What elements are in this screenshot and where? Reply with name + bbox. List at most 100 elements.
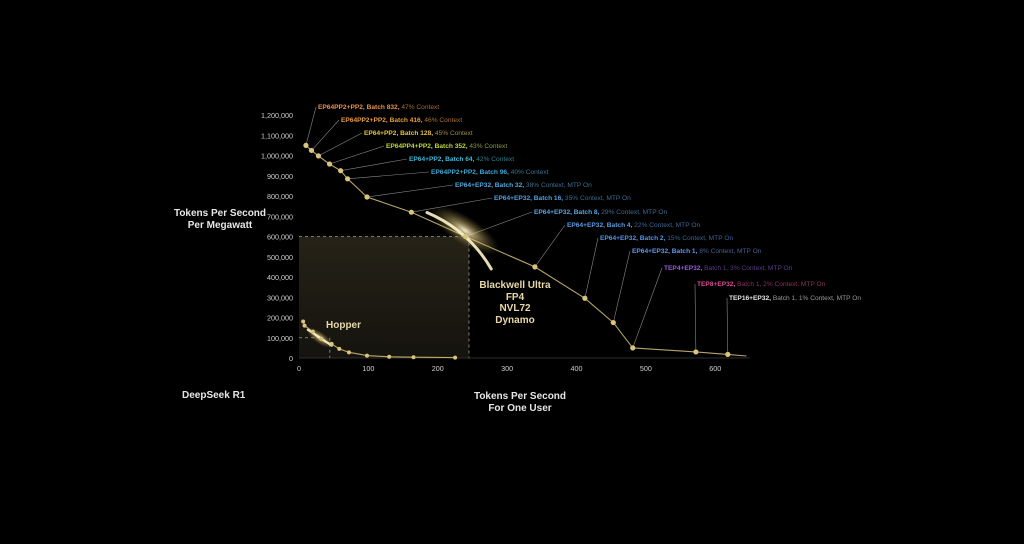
x-tick-label: 400 bbox=[571, 364, 583, 373]
blackwell-data-point bbox=[344, 176, 351, 182]
annotation-detail: 22% Context, MTP On bbox=[632, 222, 700, 229]
hopper-data-point bbox=[302, 323, 307, 328]
hopper-data-point bbox=[346, 350, 351, 355]
blackwell-data-point bbox=[408, 209, 415, 215]
hopper-data-point bbox=[453, 355, 458, 360]
annotation-leader-line bbox=[584, 237, 599, 299]
annotation-leader-line bbox=[329, 145, 385, 165]
hopper-data-point bbox=[310, 329, 315, 334]
x-axis-title: Tokens Per Second For One User bbox=[440, 391, 600, 415]
annotation-leader-line bbox=[694, 283, 697, 352]
blackwell-data-point bbox=[725, 351, 731, 357]
y-tick-label: 1,000,000 bbox=[261, 152, 293, 161]
annotation-config: TEP4+EP32, bbox=[664, 265, 702, 272]
blackwell-data-point bbox=[364, 194, 370, 200]
blackwell-data-point bbox=[693, 349, 699, 355]
annotation-label: EP64+EP32, Batch 16, 35% Context, MTP On bbox=[494, 195, 631, 202]
y-tick-label: 200,000 bbox=[267, 314, 293, 323]
annotation-detail: Batch 1, 2% Context, MTP On bbox=[735, 281, 825, 288]
x-tick-label: 600 bbox=[709, 364, 721, 373]
annotation-label: EP64+EP32, Batch 4, 22% Context, MTP On bbox=[567, 222, 700, 229]
annotation-label: EP64PP2+PP2, Batch 416, 46% Context bbox=[341, 117, 462, 124]
annotation-leader-line bbox=[613, 250, 631, 323]
annotation-detail: 45% Context bbox=[433, 130, 473, 137]
y-tick-label: 300,000 bbox=[267, 293, 293, 302]
annotation-label: EP64+PP2, Batch 64, 42% Context bbox=[409, 156, 514, 163]
hopper-data-point bbox=[337, 346, 342, 351]
annotation-leader-line bbox=[305, 106, 317, 146]
annotation-label: EP64+EP32, Batch 32, 38% Context, MTP On bbox=[455, 182, 592, 189]
x-tick-label: 500 bbox=[640, 364, 652, 373]
annotation-label: EP64+EP32, Batch 8, 29% Context, MTP On bbox=[534, 209, 667, 216]
blackwell-data-point bbox=[630, 345, 636, 351]
annotation-leader-line bbox=[347, 171, 430, 180]
annotation-label: EP64PP2+PP2, Batch 96, 40% Context bbox=[431, 169, 549, 176]
y-axis-title-line2: Per Megawatt bbox=[187, 220, 253, 231]
point-layer bbox=[301, 142, 731, 360]
x-tick-label: 300 bbox=[501, 364, 513, 373]
annotation-label: EP64+EP32, Batch 1, 8% Context, MTP On bbox=[632, 248, 762, 255]
annotation-config: EP64PP4+PP2, Batch 352, bbox=[386, 143, 468, 150]
annotation-detail: 40% Context bbox=[509, 169, 549, 176]
x-tick-label: 0 bbox=[297, 364, 301, 373]
blackwell-data-point bbox=[532, 264, 538, 270]
annotation-detail: 15% Context, MTP On bbox=[665, 235, 733, 242]
annotation-config: EP64+EP32, Batch 4, bbox=[567, 222, 633, 229]
y-tick-label: 1,100,000 bbox=[261, 131, 293, 140]
blackwell-glow bbox=[430, 205, 500, 256]
annotation-config: EP64+EP32, Batch 32, bbox=[455, 182, 524, 189]
y-tick-label: 500,000 bbox=[267, 253, 293, 262]
y-tick-label: 700,000 bbox=[267, 212, 293, 221]
y-tick-label: 0 bbox=[289, 354, 293, 363]
blackwell-data-point bbox=[610, 319, 616, 326]
y-tick-label: 600,000 bbox=[267, 233, 293, 242]
annotation-detail: 43% Context bbox=[468, 143, 508, 150]
y-tick-label: 900,000 bbox=[267, 172, 293, 181]
annotation-leader-line bbox=[726, 297, 729, 355]
annotation-config: EP64PP2+PP2, Batch 416, bbox=[341, 117, 423, 124]
annotation-config: EP64PP2+PP2, Batch 832, bbox=[318, 104, 400, 111]
annotation-label: EP64PP4+PP2, Batch 352, 43% Context bbox=[386, 143, 507, 150]
annotation-detail: 35% Context, MTP On bbox=[563, 195, 631, 202]
annotation-detail: 8% Context, MTP On bbox=[697, 248, 761, 255]
blackwell-label-line3: NVL72 bbox=[499, 303, 531, 314]
blackwell-data-point bbox=[462, 233, 469, 240]
y-axis-title: Tokens Per Second Per Megawatt bbox=[150, 208, 290, 232]
annotation-leader-line bbox=[632, 267, 663, 348]
annotation-leader-line bbox=[311, 119, 340, 151]
annotation-label: TEP16+EP32, Batch 1, 1% Context, MTP On bbox=[729, 295, 861, 302]
annotation-config: EP64+EP32, Batch 8, bbox=[534, 209, 600, 216]
blackwell-label-line1: Blackwell Ultra bbox=[479, 280, 551, 291]
x-tick-label: 100 bbox=[362, 364, 374, 373]
annotation-leader-line bbox=[366, 184, 454, 198]
annotation-config: EP64+PP2, Batch 64, bbox=[409, 156, 475, 163]
blackwell-data-point bbox=[582, 295, 588, 301]
annotation-label: TEP8+EP32, Batch 1, 2% Context, MTP On bbox=[697, 281, 826, 288]
annotation-label: EP64+PP2, Batch 128, 45% Context bbox=[364, 130, 473, 137]
y-tick-label: 400,000 bbox=[267, 273, 293, 282]
annotation-detail: Batch 1, 3% Context, MTP On bbox=[702, 265, 792, 272]
annotation-detail: 29% Context, MTP On bbox=[599, 209, 667, 216]
x-tick-label: 200 bbox=[432, 364, 444, 373]
hopper-data-point bbox=[387, 354, 392, 359]
annotation-leader-line bbox=[411, 197, 493, 213]
y-axis-title-line1: Tokens Per Second bbox=[173, 208, 267, 219]
y-tick-label: 1,200,000 bbox=[261, 111, 293, 120]
blackwell-label-line2: FP4 bbox=[505, 291, 525, 303]
blackwell-data-point bbox=[308, 147, 315, 154]
annotation-label: EP64PP2+PP2, Batch 832, 47% Context bbox=[318, 104, 439, 111]
hopper-data-point bbox=[329, 341, 334, 346]
annotation-detail: 42% Context bbox=[474, 156, 514, 163]
blackwell-data-point bbox=[315, 153, 322, 159]
y-tick-label: 100,000 bbox=[267, 334, 293, 343]
hopper-data-point bbox=[319, 336, 324, 341]
annotation-label: EP64+EP32, Batch 2, 15% Context, MTP On bbox=[600, 235, 733, 242]
annotation-detail: 47% Context bbox=[400, 104, 440, 111]
axis-layer: 0 100,000 200,000 300,000 400,000 500,000 600,… bbox=[261, 111, 750, 373]
annotation-detail: Batch 1, 1% Context, MTP On bbox=[771, 295, 861, 302]
annotation-config: TEP8+EP32, bbox=[697, 281, 735, 288]
annotation-config: EP64+PP2, Batch 128, bbox=[364, 130, 433, 137]
blackwell-data-point bbox=[303, 142, 309, 148]
blackwell-data-point bbox=[338, 168, 344, 174]
model-label: DeepSeek R1 bbox=[182, 390, 246, 401]
